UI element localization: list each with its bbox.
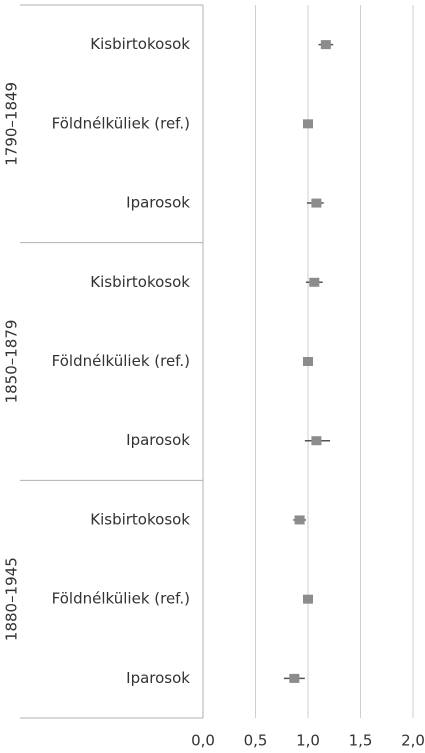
group-label: 1850–1879: [3, 320, 21, 404]
category-label: Iparosok: [126, 194, 190, 212]
group-label: 1790–1849: [3, 82, 21, 166]
x-tick-label: 0,5: [244, 732, 268, 750]
x-tick-label: 1,5: [349, 732, 373, 750]
point-estimate: [303, 119, 313, 129]
category-label: Iparosok: [126, 431, 190, 449]
category-label: Kisbirtokosok: [90, 273, 190, 291]
point-estimate: [303, 594, 313, 604]
x-tick-label: 0,0: [191, 732, 215, 750]
category-label: Földnélküliek (ref.): [52, 114, 190, 132]
point-estimate: [311, 198, 322, 208]
point-estimate: [311, 436, 322, 446]
x-tick-label: 1,0: [296, 732, 320, 750]
point-estimate: [320, 40, 331, 50]
point-estimate: [294, 515, 305, 525]
category-label: Földnélküliek (ref.): [52, 590, 190, 608]
group-label: 1880–1945: [3, 557, 21, 641]
category-label: Iparosok: [126, 669, 190, 687]
point-estimate: [303, 357, 313, 366]
x-tick-label: 2,0: [401, 732, 425, 750]
category-label: Földnélküliek (ref.): [52, 352, 190, 370]
point-estimate: [309, 277, 320, 287]
point-estimate: [289, 673, 300, 683]
category-label: Kisbirtokosok: [90, 510, 190, 528]
category-label: Kisbirtokosok: [90, 35, 190, 53]
